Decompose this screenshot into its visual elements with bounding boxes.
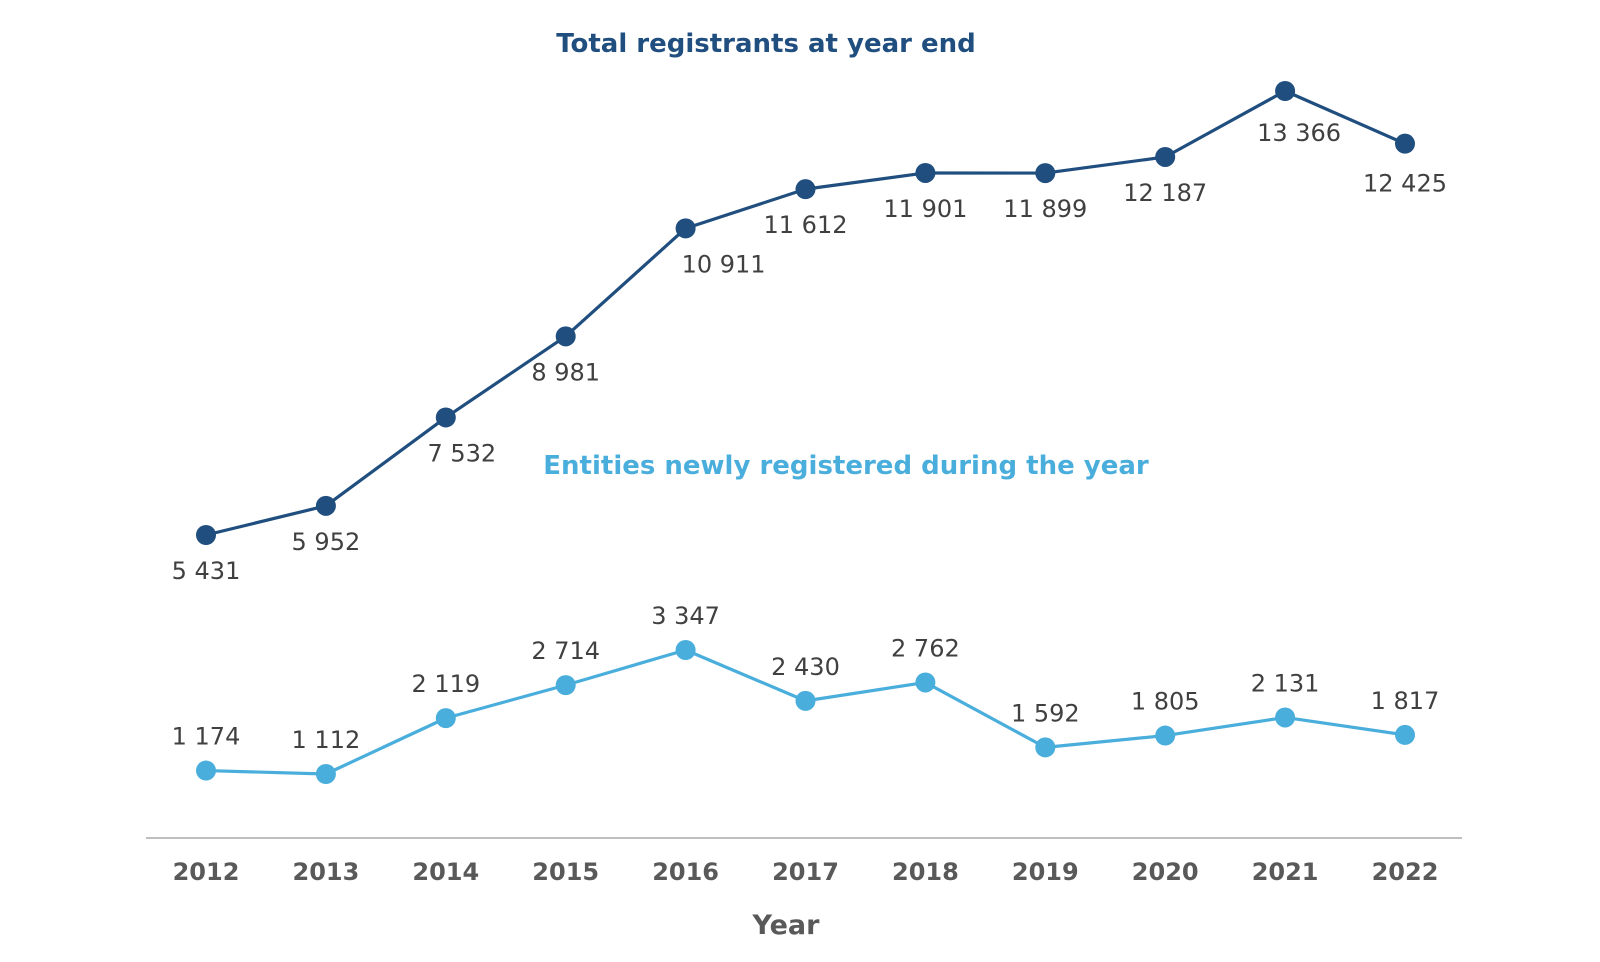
series-title-total: Total registrants at year end [556,29,976,59]
total-registrants-point [675,218,696,239]
x-tick-label: 2022 [1372,858,1439,886]
total-registrants-point [315,495,336,516]
newly-registered-point [915,672,936,693]
newly-registered-data-label: 2 762 [891,634,960,662]
newly-registered-data-label: 2 430 [771,653,840,681]
newly-registered-point [795,690,816,711]
newly-registered-point [1155,725,1176,746]
total-registrants-data-label: 12 187 [1123,179,1207,207]
newly-registered-point [1275,707,1296,728]
newly-registered-data-label: 1 112 [292,726,361,754]
x-tick-label: 2017 [772,858,839,886]
newly-registered-point [1395,724,1415,745]
newly-registered-point [196,760,216,781]
total-registrants-point [555,326,576,347]
newly-registered-data-label: 1 592 [1011,699,1080,727]
total-registrants-point [1155,146,1176,167]
x-tick-label: 2016 [652,858,719,886]
total-registrants-data-label: 5 952 [292,528,361,556]
newly-registered-data-label: 3 347 [651,602,720,630]
total-registrants-data-label: 11 612 [764,211,848,239]
x-tick-label: 2013 [293,858,360,886]
total-registrants-data-label: 11 899 [1003,195,1087,223]
x-tick-label: 2020 [1132,858,1199,886]
total-registrants-data-label: 10 911 [682,250,766,278]
x-tick-label: 2014 [412,858,479,886]
total-registrants-point [196,525,216,545]
total-registrants-point [435,407,456,428]
series-new-group: 1 174 1 112 2 119 2 714 3 347 2 430 2 762 1 592… [172,602,1440,784]
total-registrants-data-label: 5 431 [172,557,241,585]
total-registrants-point [1395,133,1415,154]
total-registrants-data-label: 7 532 [427,439,496,467]
newly-registered-point [435,708,456,729]
x-tick-label: 2012 [173,858,240,886]
total-registrants-point [1035,163,1056,184]
total-registrants-point [1275,81,1296,101]
newly-registered-data-label: 1 817 [1371,687,1440,715]
total-registrants-data-label: 8 981 [531,358,600,386]
x-tick-label: 2019 [1012,858,1079,886]
total-registrants-data-label: 11 901 [883,195,967,223]
newly-registered-data-label: 2 119 [411,670,480,698]
total-registrants-point [795,179,816,200]
newly-registered-data-label: 1 805 [1131,688,1200,716]
newly-registered-data-label: 2 714 [531,637,600,665]
newly-registered-point [555,675,576,696]
newly-registered-point [1035,737,1056,758]
x-axis-title: Year [752,910,821,941]
newly-registered-point [675,640,696,660]
x-tick-label: 2021 [1252,858,1319,886]
x-tick-label: 2015 [532,858,599,886]
series-total-group: 5 431 5 952 7 532 8 981 10 911 11 612 11 901 11… [172,81,1447,585]
series-title-new: Entities newly registered during the yea… [543,451,1149,481]
x-tick-labels: 2012 2013 2014 2015 2016 2017 2018 2019 2020 2021… [173,858,1439,886]
total-registrants-data-label: 13 366 [1257,119,1341,147]
x-tick-label: 2018 [892,858,959,886]
newly-registered-point [315,764,336,784]
total-registrants-point [915,162,936,183]
newly-registered-data-label: 1 174 [172,723,241,751]
total-registrants-data-label: 12 425 [1363,170,1447,198]
newly-registered-data-label: 2 131 [1251,669,1320,697]
